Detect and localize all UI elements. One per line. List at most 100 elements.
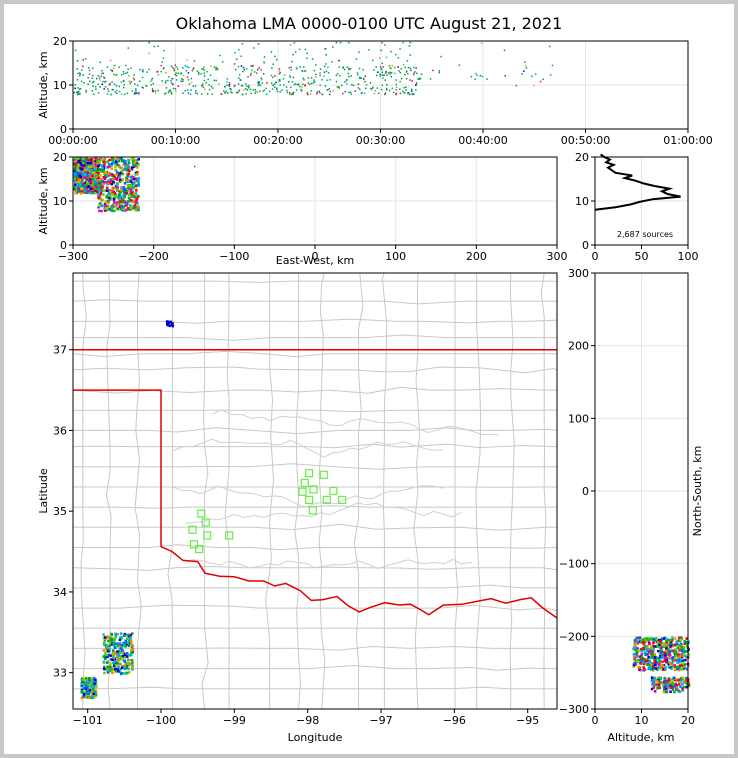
- ns-source: [632, 647, 635, 651]
- th-source: [391, 64, 394, 67]
- th-source: [211, 93, 213, 96]
- ew-source: [98, 173, 102, 177]
- map-source: [125, 666, 129, 669]
- ns-source: [663, 665, 666, 669]
- th-source: [186, 76, 189, 78]
- lma-station: [305, 495, 314, 504]
- th-source: [190, 81, 193, 83]
- th-source: [122, 79, 125, 82]
- th-source: [348, 75, 350, 78]
- ew-source: [129, 184, 132, 188]
- ns-source: [681, 682, 684, 686]
- ew-source: [104, 170, 108, 174]
- map-source: [84, 687, 88, 690]
- ew-source: [120, 202, 123, 206]
- ew-source: [115, 162, 119, 166]
- ns-source: [663, 683, 666, 686]
- th-source: [405, 89, 407, 91]
- ns-source: [638, 661, 642, 665]
- ew-source: [122, 199, 125, 202]
- th-source: [186, 65, 188, 68]
- ns-source: [661, 650, 665, 654]
- map-source: [113, 666, 116, 670]
- th-source: [182, 74, 185, 77]
- th-source: [341, 92, 344, 95]
- ew-source: [75, 181, 78, 184]
- th-source: [192, 67, 195, 69]
- ns-source: [632, 653, 636, 656]
- ns-source: [638, 655, 642, 658]
- ns-source: [640, 657, 643, 660]
- th-source: [319, 84, 321, 87]
- th-source: [395, 86, 398, 89]
- th-source: [346, 83, 348, 85]
- ew-source: [135, 197, 139, 200]
- th-source: [109, 93, 112, 96]
- ew-source: [133, 164, 137, 167]
- ew-source: [102, 169, 105, 173]
- ns-ytick-label: 0: [582, 485, 589, 498]
- th-source: [394, 53, 397, 56]
- th-source: [77, 72, 79, 75]
- map-source: [121, 649, 124, 652]
- ew-source: [99, 182, 102, 185]
- th-source: [237, 48, 240, 51]
- ew-source: [106, 174, 109, 178]
- th-source: [175, 72, 177, 74]
- th-source: [170, 65, 173, 67]
- th-source: [78, 93, 80, 95]
- ns-source: [671, 638, 674, 642]
- th-source: [479, 74, 482, 77]
- th-source: [111, 69, 114, 72]
- th-source: [390, 50, 392, 53]
- th-source: [440, 55, 442, 58]
- th-source: [348, 67, 350, 70]
- ns-source: [665, 652, 669, 656]
- th-source: [340, 84, 343, 87]
- th-source: [276, 88, 278, 91]
- ew-source: [95, 170, 99, 174]
- ns-source: [668, 652, 671, 655]
- th-source: [282, 78, 285, 80]
- ew-source: [98, 183, 102, 187]
- ns-source: [653, 676, 657, 680]
- map-source: [131, 648, 134, 652]
- ew-source: [132, 176, 136, 179]
- ns-source: [671, 677, 674, 681]
- ew-source: [125, 208, 128, 211]
- th-source: [175, 74, 178, 77]
- ns-source: [635, 650, 639, 654]
- th-source: [381, 68, 383, 71]
- map-source: [131, 632, 134, 635]
- ns-source: [680, 653, 683, 656]
- ew-source: [103, 177, 107, 180]
- ew-source: [101, 183, 105, 186]
- th-source: [265, 93, 268, 96]
- th-source: [243, 66, 245, 69]
- th-source: [395, 93, 397, 96]
- th-source: [300, 90, 303, 92]
- map-source: [117, 658, 120, 662]
- map-source: [128, 640, 131, 644]
- ns-source: [634, 652, 638, 655]
- ew-source: [97, 168, 101, 171]
- ns-source: [657, 683, 661, 686]
- ew-ytick-label: 0: [60, 239, 67, 252]
- th-source: [255, 90, 257, 93]
- map-ytick-label: 33: [53, 667, 67, 680]
- ew-source: [102, 193, 105, 196]
- map-source: [118, 657, 122, 661]
- ns-source: [681, 654, 685, 657]
- ew-source: [98, 181, 101, 185]
- th-source: [146, 71, 148, 73]
- th-source: [481, 75, 484, 78]
- th-source: [362, 78, 365, 81]
- ns-source: [680, 667, 683, 671]
- th-source: [407, 92, 409, 95]
- ew-source: [86, 170, 89, 173]
- ew-source: [86, 174, 89, 178]
- th-source: [247, 76, 249, 78]
- ew-source: [129, 204, 132, 207]
- ew-source: [134, 192, 138, 195]
- th-source: [192, 85, 194, 87]
